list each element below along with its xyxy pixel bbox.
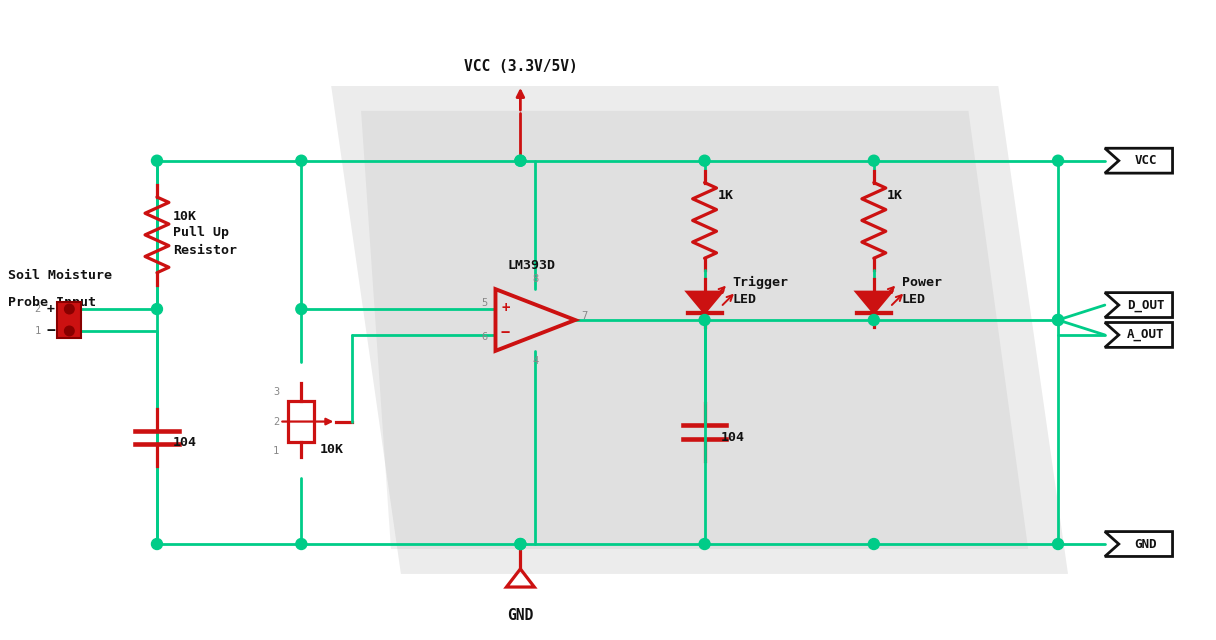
Text: +: + xyxy=(46,303,55,316)
Polygon shape xyxy=(1105,148,1172,173)
Text: Power: Power xyxy=(902,276,941,289)
Text: −: − xyxy=(46,323,55,339)
Circle shape xyxy=(868,314,879,326)
Circle shape xyxy=(699,314,710,326)
Polygon shape xyxy=(1105,532,1172,556)
Circle shape xyxy=(295,303,306,314)
Circle shape xyxy=(868,156,879,166)
Circle shape xyxy=(1053,156,1064,166)
Text: GND: GND xyxy=(507,608,534,623)
Text: 8: 8 xyxy=(533,274,539,284)
Circle shape xyxy=(152,538,163,550)
Circle shape xyxy=(152,156,163,166)
Circle shape xyxy=(64,304,74,314)
Text: 104: 104 xyxy=(173,436,197,449)
Text: 2: 2 xyxy=(274,417,280,426)
Text: −: − xyxy=(501,325,510,340)
Text: +: + xyxy=(501,301,510,315)
Text: 5: 5 xyxy=(482,298,488,308)
Circle shape xyxy=(64,326,74,336)
Text: 2: 2 xyxy=(34,304,40,314)
Text: VCC (3.3V/5V): VCC (3.3V/5V) xyxy=(463,59,578,74)
Circle shape xyxy=(1053,538,1064,550)
Text: LED: LED xyxy=(732,292,756,305)
Text: Trigger: Trigger xyxy=(732,276,788,289)
Text: 7: 7 xyxy=(581,311,587,321)
Circle shape xyxy=(514,156,525,166)
Polygon shape xyxy=(857,292,891,312)
Circle shape xyxy=(699,156,710,166)
FancyBboxPatch shape xyxy=(57,302,81,338)
Text: 1K: 1K xyxy=(717,189,733,202)
Text: 6: 6 xyxy=(482,332,488,342)
Circle shape xyxy=(868,538,879,550)
Text: GND: GND xyxy=(1135,538,1156,550)
Polygon shape xyxy=(1105,323,1172,348)
Text: 1: 1 xyxy=(274,447,280,456)
Polygon shape xyxy=(1105,292,1172,317)
Circle shape xyxy=(295,156,306,166)
Polygon shape xyxy=(331,86,1068,574)
Text: Probe Input: Probe Input xyxy=(7,296,96,308)
Text: LED: LED xyxy=(902,292,925,305)
Text: 4: 4 xyxy=(533,356,539,366)
Polygon shape xyxy=(688,292,721,312)
Text: 3: 3 xyxy=(274,387,280,397)
Circle shape xyxy=(514,538,525,550)
Text: Resistor: Resistor xyxy=(173,244,237,257)
Text: 10K: 10K xyxy=(173,211,197,223)
Circle shape xyxy=(1053,314,1064,326)
Circle shape xyxy=(514,156,525,166)
Circle shape xyxy=(295,538,306,550)
Text: 1K: 1K xyxy=(886,189,902,202)
Text: 104: 104 xyxy=(721,431,744,445)
Text: 10K: 10K xyxy=(320,443,343,456)
Polygon shape xyxy=(361,111,1029,549)
Circle shape xyxy=(699,538,710,550)
Text: 1: 1 xyxy=(34,326,40,336)
Text: VCC: VCC xyxy=(1135,154,1156,167)
Text: Pull Up: Pull Up xyxy=(173,227,229,239)
Circle shape xyxy=(514,538,525,550)
Text: A_OUT: A_OUT xyxy=(1127,328,1165,341)
Text: D_OUT: D_OUT xyxy=(1127,299,1165,312)
Text: Soil Moisture: Soil Moisture xyxy=(7,269,112,282)
Circle shape xyxy=(1053,314,1064,326)
Text: LM393D: LM393D xyxy=(507,259,556,272)
Circle shape xyxy=(152,303,163,314)
